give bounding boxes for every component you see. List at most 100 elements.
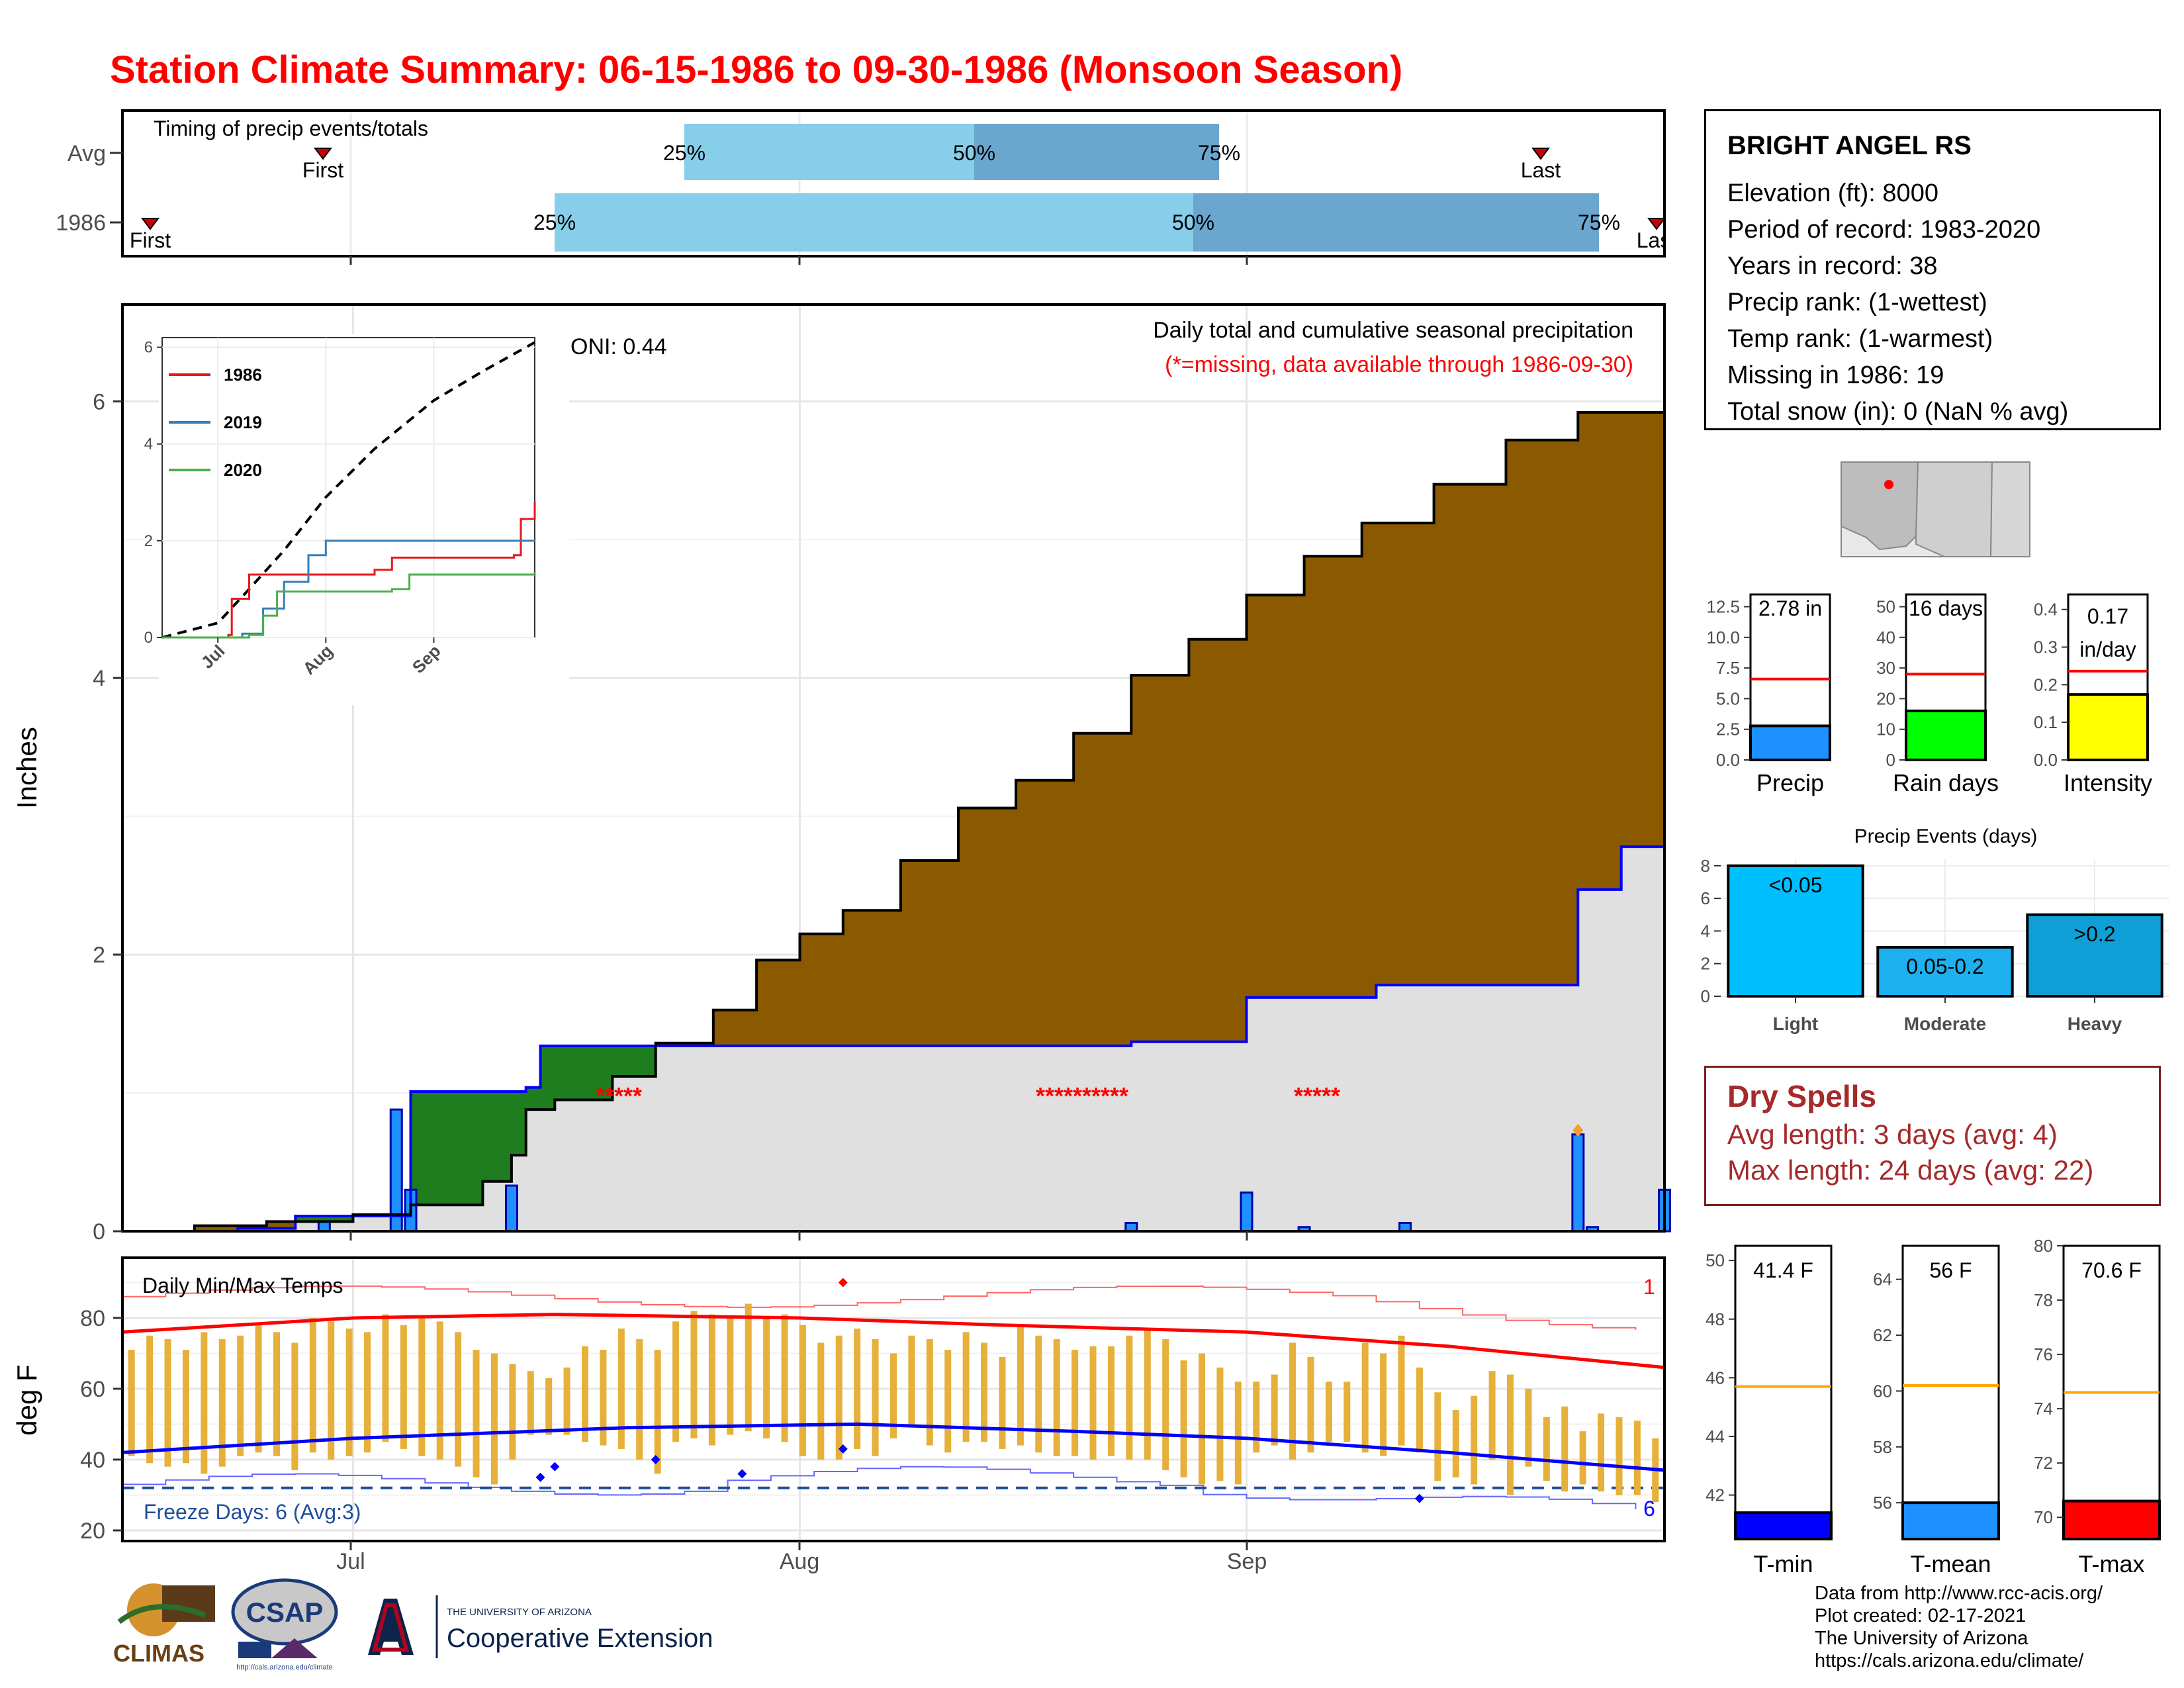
temp-summary-category-label: T-mean bbox=[1910, 1550, 1991, 1577]
mini-bar-category-label: Precip bbox=[1756, 769, 1824, 796]
daily-temp-range-bar bbox=[1035, 1335, 1042, 1453]
avg-first-label: First bbox=[302, 158, 343, 182]
daily-temp-range-bar bbox=[1289, 1342, 1297, 1460]
avg-q25-label: 25% bbox=[663, 141, 705, 165]
climas-logo-text: CLIMAS bbox=[113, 1640, 205, 1667]
record-high-envelope bbox=[122, 1285, 1637, 1330]
mini-bar-value bbox=[2067, 693, 2149, 761]
events-y-tick-label: 2 bbox=[1701, 954, 1710, 974]
daily-temp-range-bar bbox=[1380, 1353, 1387, 1456]
ua-logo-small-text: THE UNIVERSITY OF ARIZONA bbox=[447, 1607, 592, 1618]
avg-min-temp-line bbox=[122, 1422, 1665, 1472]
daily-temp-range-bar bbox=[817, 1342, 825, 1460]
credit-url: https://cals.arizona.edu/climate/ bbox=[1815, 1650, 2084, 1671]
yr-q50-q75-bar bbox=[1193, 193, 1599, 252]
mini-bar-tick-label: 0 bbox=[1886, 750, 1895, 770]
daily-temp-range-bar bbox=[1598, 1413, 1605, 1492]
mini-bar-tick-label: 50 bbox=[1876, 597, 1895, 617]
daily-temp-range-bar bbox=[128, 1350, 135, 1456]
yr-first-marker bbox=[141, 218, 159, 230]
credit-plot-date: Plot created: 02-17-2021 bbox=[1815, 1605, 2026, 1626]
events-y-tick-label: 6 bbox=[1701, 888, 1710, 908]
record-low-count: 6 bbox=[1643, 1497, 1655, 1521]
daily-temp-range-bar bbox=[345, 1329, 353, 1456]
daily-temp-range-bar bbox=[201, 1332, 208, 1474]
mini-bar-value bbox=[1749, 724, 1831, 762]
daily-precip-bar bbox=[317, 1220, 331, 1233]
precip-panel: 0 2 4 6 Inches ONI: 0.44 Daily total and cu… bbox=[11, 303, 1671, 1244]
mini-bar-value-label: 2.78 in bbox=[1758, 596, 1822, 620]
temp-summary-tick-label: 64 bbox=[1873, 1270, 1892, 1289]
ua-logo: THE UNIVERSITY OF ARIZONA Cooperative Ex… bbox=[368, 1595, 713, 1658]
daily-temp-range-bar bbox=[1343, 1382, 1351, 1442]
events-category-label: Heavy bbox=[2068, 1013, 2122, 1034]
daily-temp-range-bar bbox=[763, 1317, 770, 1438]
mini-bar-tick-label: 5.0 bbox=[1716, 688, 1740, 708]
precip-y-tick-label: 4 bbox=[93, 666, 105, 691]
temp-summary-category-label: T-max bbox=[2078, 1550, 2144, 1577]
mini-bar-tick-label: 0.0 bbox=[2034, 750, 2058, 770]
daily-temp-range-bar bbox=[727, 1317, 734, 1435]
daily-temp-range-bar bbox=[1579, 1431, 1586, 1485]
daily-temp-range-bar bbox=[1253, 1382, 1260, 1453]
temp-y-tick-label: 60 bbox=[80, 1377, 105, 1402]
daily-temp-range-bar bbox=[400, 1325, 407, 1449]
daily-temp-range-bar bbox=[1199, 1353, 1205, 1485]
mini-bar-value bbox=[1905, 709, 1987, 761]
average-cumulative-line bbox=[122, 845, 1664, 1233]
yr-last-label: Last bbox=[1637, 228, 1677, 252]
daily-temp-range-bar bbox=[1633, 1421, 1641, 1495]
events-y-tick-label: 8 bbox=[1701, 856, 1710, 876]
station-precip-rank: Precip rank: (1-wettest) bbox=[1727, 289, 1987, 316]
daily-temp-range-bar bbox=[999, 1356, 1006, 1449]
daily-temp-range-bar bbox=[690, 1311, 698, 1438]
inset-series-line bbox=[162, 572, 536, 639]
mini-bar-tick-label: 20 bbox=[1876, 688, 1895, 708]
inset-y-tick-label: 4 bbox=[144, 436, 153, 453]
yr-q25-label: 25% bbox=[533, 211, 576, 234]
yr-q50-label: 50% bbox=[1172, 211, 1214, 234]
x-tick-label-aug: Aug bbox=[780, 1549, 820, 1574]
record-low-marker bbox=[535, 1472, 545, 1482]
inset-y-tick-label: 2 bbox=[144, 532, 153, 550]
mini-bar-tick-label: 0.1 bbox=[2034, 712, 2058, 732]
events-y-tick-label: 0 bbox=[1701, 986, 1710, 1006]
temp-summary-tick-label: 48 bbox=[1706, 1309, 1725, 1329]
daily-temp-range-bar bbox=[1471, 1395, 1478, 1485]
daily-temp-range-bar bbox=[1488, 1371, 1496, 1460]
daily-temp-range-bar bbox=[418, 1317, 426, 1456]
station-info-box: BRIGHT ANGEL RS Elevation (ft): 8000 Per… bbox=[1704, 109, 2161, 430]
daily-temp-range-bar bbox=[854, 1329, 861, 1449]
station-map bbox=[1841, 461, 2030, 557]
record-low-marker bbox=[550, 1462, 560, 1472]
daily-temp-range-bar bbox=[490, 1353, 498, 1485]
mini-bar-tick-label: 12.5 bbox=[1706, 597, 1740, 617]
credits: Data from http://www.rcc-acis.org/ Plot … bbox=[1815, 1582, 2103, 1672]
daily-temp-range-bar bbox=[872, 1339, 879, 1456]
mini-bar-tick-label: 40 bbox=[1876, 628, 1895, 647]
daily-temp-range-bar bbox=[672, 1321, 680, 1442]
events-bar-label: 0.05-0.2 bbox=[1906, 955, 1983, 978]
temp-summary-tick-label: 42 bbox=[1706, 1485, 1725, 1505]
temp-summary-tick-label: 62 bbox=[1873, 1325, 1892, 1345]
dry-spells-avg: Avg length: 3 days (avg: 4) bbox=[1727, 1119, 2058, 1150]
record-low-marker bbox=[651, 1454, 660, 1464]
daily-temp-range-bar bbox=[890, 1353, 897, 1438]
temp-summary-tick-label: 58 bbox=[1873, 1437, 1892, 1457]
station-missing: Missing in 1986: 19 bbox=[1727, 361, 1944, 389]
avg-q75-label: 75% bbox=[1198, 141, 1240, 165]
daily-temp-range-bar bbox=[1234, 1382, 1242, 1485]
daily-temp-range-bar bbox=[1525, 1388, 1532, 1467]
daily-temp-range-bar bbox=[781, 1314, 788, 1442]
daily-temp-range-bar bbox=[962, 1332, 970, 1442]
daily-temp-range-bar bbox=[1017, 1325, 1024, 1446]
daily-temp-range-bar bbox=[908, 1335, 915, 1425]
timing-row-label-avg: Avg bbox=[68, 141, 106, 166]
temp-summary-bar bbox=[1734, 1511, 1833, 1540]
daily-temp-range-bar bbox=[182, 1350, 189, 1464]
ua-logo-big-text: Cooperative Extension bbox=[447, 1624, 713, 1653]
daily-temp-range-bar bbox=[944, 1350, 952, 1453]
daily-precip-bar bbox=[1571, 1133, 1585, 1233]
daily-temp-range-bar bbox=[509, 1364, 516, 1460]
daily-temp-range-bar bbox=[436, 1321, 443, 1460]
